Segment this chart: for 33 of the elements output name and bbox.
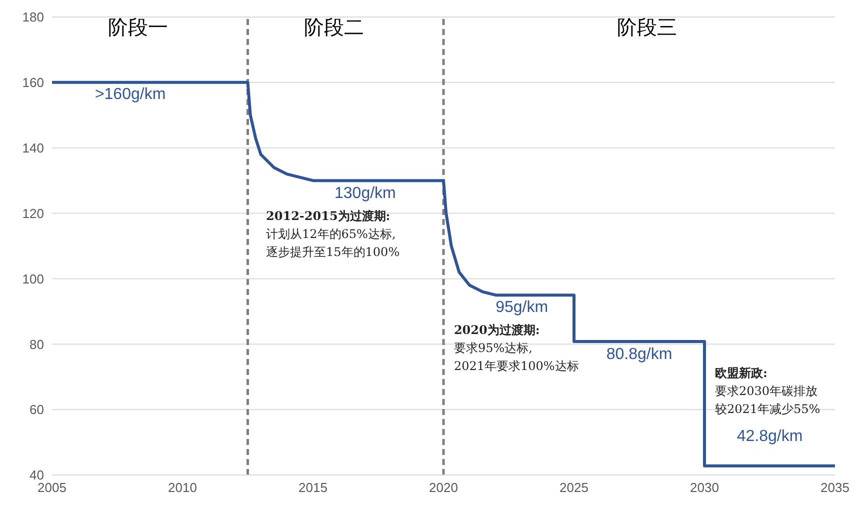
y-tick-label: 100 xyxy=(22,271,44,286)
x-tick-label: 2035 xyxy=(820,480,850,496)
y-tick-label: 180 xyxy=(22,10,44,25)
annotation: 95g/km xyxy=(496,299,548,318)
annotation: 阶段二 xyxy=(304,14,364,39)
x-tick-label: 2030 xyxy=(690,480,719,496)
annotation: 2012-2015为过渡期: xyxy=(266,208,390,225)
annotation: 要求2030年碳排放 xyxy=(714,382,818,400)
annotation: 计划从12年的65%达标, xyxy=(266,226,396,243)
annotation: >160g/km xyxy=(94,86,166,104)
x-tick-label: 2020 xyxy=(429,480,458,496)
annotation: 逐步提升至15年的100% xyxy=(266,244,400,261)
y-tick-label: 40 xyxy=(30,468,44,483)
annotation: 130g/km xyxy=(334,184,396,203)
annotation: 阶段一 xyxy=(108,14,168,39)
x-tick-label: 2025 xyxy=(560,480,588,496)
x-tick-label: 2010 xyxy=(168,480,197,496)
y-tick-label: 120 xyxy=(22,206,44,221)
annotation: 2020为过渡期: xyxy=(454,322,540,340)
annotation: 阶段三 xyxy=(617,14,678,39)
annotation: 要求95%达标, xyxy=(454,340,532,358)
annotation: 欧盟新政: xyxy=(714,364,768,382)
y-tick-label: 160 xyxy=(22,75,44,90)
annotation: 80.8g/km xyxy=(606,346,672,364)
y-tick-label: 60 xyxy=(30,402,44,418)
annotation: 42.8g/km xyxy=(736,428,803,446)
y-tick-label: 140 xyxy=(22,140,44,156)
x-tick-label: 2005 xyxy=(38,480,66,496)
x-tick-label: 2015 xyxy=(298,480,328,496)
annotation: 2021年要求100%达标 xyxy=(454,358,579,376)
y-tick-label: 80 xyxy=(30,336,44,352)
annotation: 较2021年减少55% xyxy=(714,400,820,418)
line-series xyxy=(52,80,835,468)
